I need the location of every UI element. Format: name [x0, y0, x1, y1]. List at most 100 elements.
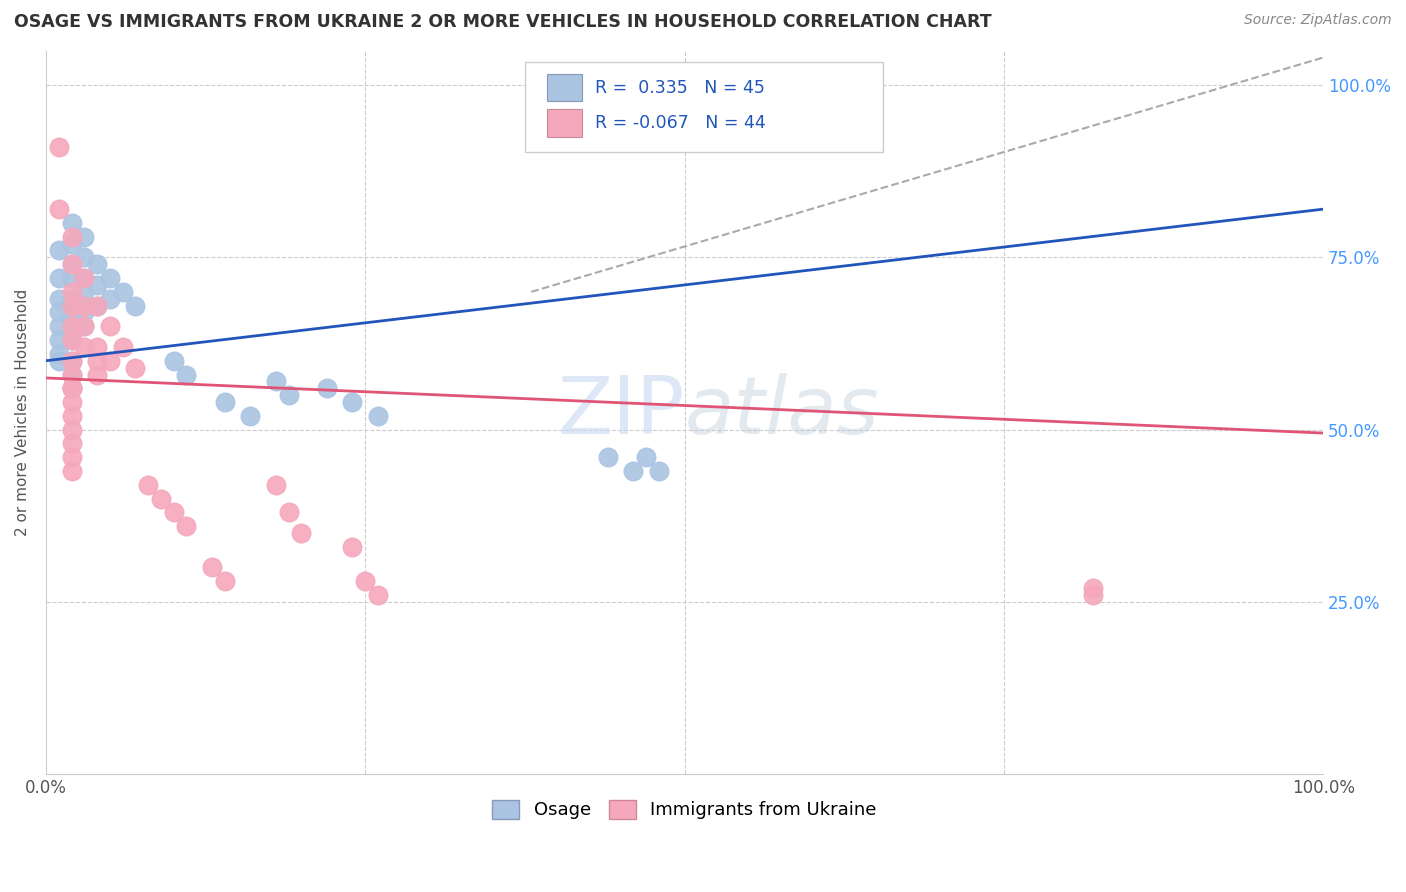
Point	[48, 271, 70, 285]
Point	[60, 409, 83, 423]
Bar	[547, 110, 582, 136]
Text: R =  0.335   N = 45: R = 0.335 N = 45	[595, 78, 765, 96]
Point	[60, 395, 83, 409]
Point	[60, 305, 83, 319]
Point	[60, 257, 83, 271]
Point	[163, 353, 186, 368]
Point	[277, 388, 299, 402]
Point	[316, 381, 339, 395]
Point	[48, 140, 70, 154]
Point	[342, 395, 364, 409]
Text: atlas: atlas	[685, 374, 879, 451]
Point	[48, 244, 70, 258]
Point	[60, 229, 83, 244]
Point	[73, 251, 96, 265]
Point	[60, 319, 83, 334]
Point	[86, 257, 108, 271]
Point	[48, 292, 70, 306]
Point	[86, 277, 108, 292]
Point	[124, 299, 146, 313]
Point	[60, 353, 83, 368]
Point	[367, 409, 389, 423]
Point	[367, 588, 389, 602]
Point	[60, 333, 83, 347]
Point	[623, 464, 645, 478]
Point	[73, 319, 96, 334]
Point	[60, 381, 83, 395]
Bar	[547, 74, 582, 102]
Point	[60, 319, 83, 334]
Point	[60, 381, 83, 395]
Point	[60, 299, 83, 313]
Point	[73, 299, 96, 313]
Point	[73, 285, 96, 299]
Point	[60, 292, 83, 306]
Point	[73, 340, 96, 354]
Point	[354, 574, 377, 589]
Y-axis label: 2 or more Vehicles in Household: 2 or more Vehicles in Household	[15, 289, 30, 536]
Point	[111, 285, 134, 299]
Point	[60, 271, 83, 285]
Point	[136, 477, 159, 491]
Point	[60, 450, 83, 465]
Point	[60, 464, 83, 478]
Point	[111, 340, 134, 354]
Point	[73, 271, 96, 285]
Point	[86, 299, 108, 313]
Point	[86, 353, 108, 368]
Point	[239, 409, 262, 423]
Point	[98, 319, 121, 334]
Point	[1083, 581, 1105, 595]
Point	[264, 375, 287, 389]
Point	[60, 436, 83, 450]
Point	[86, 340, 108, 354]
Point	[124, 360, 146, 375]
Text: ZIP: ZIP	[557, 374, 685, 451]
Text: R = -0.067   N = 44: R = -0.067 N = 44	[595, 114, 766, 132]
Point	[48, 333, 70, 347]
Text: Source: ZipAtlas.com: Source: ZipAtlas.com	[1244, 13, 1392, 28]
Point	[60, 236, 83, 251]
Point	[48, 305, 70, 319]
Point	[60, 368, 83, 382]
Point	[290, 526, 312, 541]
Point	[176, 519, 198, 533]
Point	[264, 477, 287, 491]
Point	[201, 560, 224, 574]
Point	[1083, 588, 1105, 602]
Point	[60, 333, 83, 347]
Point	[86, 299, 108, 313]
Point	[149, 491, 172, 506]
Point	[214, 395, 236, 409]
Point	[48, 353, 70, 368]
Point	[86, 368, 108, 382]
Point	[73, 229, 96, 244]
Point	[98, 271, 121, 285]
Legend: Osage, Immigrants from Ukraine: Osage, Immigrants from Ukraine	[485, 793, 884, 827]
Point	[163, 505, 186, 519]
Point	[73, 305, 96, 319]
Point	[648, 464, 671, 478]
Point	[60, 368, 83, 382]
Point	[48, 347, 70, 361]
Point	[60, 423, 83, 437]
Point	[73, 271, 96, 285]
Point	[98, 353, 121, 368]
Point	[342, 540, 364, 554]
Text: OSAGE VS IMMIGRANTS FROM UKRAINE 2 OR MORE VEHICLES IN HOUSEHOLD CORRELATION CHA: OSAGE VS IMMIGRANTS FROM UKRAINE 2 OR MO…	[14, 13, 991, 31]
Point	[60, 216, 83, 230]
Point	[636, 450, 658, 465]
Point	[73, 319, 96, 334]
FancyBboxPatch shape	[524, 62, 883, 152]
Point	[214, 574, 236, 589]
Point	[60, 285, 83, 299]
Point	[60, 381, 83, 395]
Point	[596, 450, 619, 465]
Point	[60, 353, 83, 368]
Point	[176, 368, 198, 382]
Point	[98, 292, 121, 306]
Point	[48, 202, 70, 216]
Point	[60, 257, 83, 271]
Point	[48, 319, 70, 334]
Point	[277, 505, 299, 519]
